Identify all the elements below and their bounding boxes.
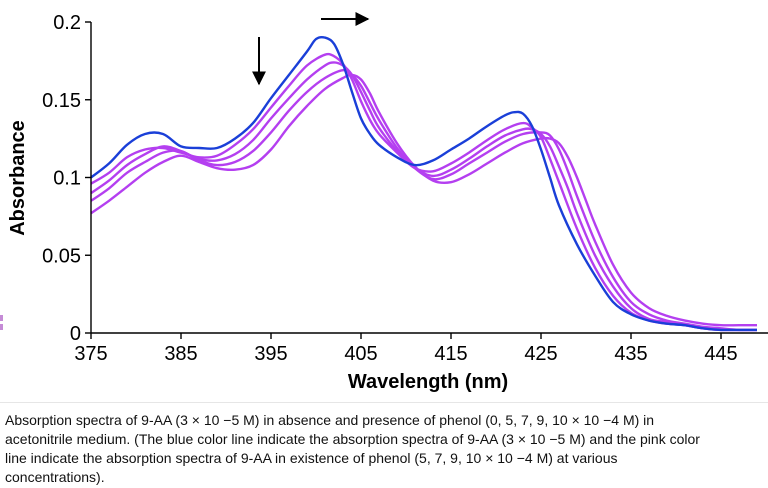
x-axis-title: Wavelength (nm) [348, 371, 508, 393]
x-tick-label: 405 [344, 343, 377, 365]
x-tick-label: 395 [254, 343, 287, 365]
caption-line: concentrations). [5, 469, 105, 485]
y-tick-label: 0.1 [53, 168, 81, 190]
pink-spectrum-line [90, 61, 757, 332]
y-tick-label: 0.2 [53, 12, 81, 34]
x-tick-label: 375 [74, 343, 107, 365]
pink-spectrum-line [90, 68, 758, 332]
y-tick-label: 0.15 [42, 90, 81, 112]
pink-spectrum-line [90, 73, 757, 327]
x-tick-label: 385 [164, 343, 197, 365]
x-tick-label: 425 [524, 343, 557, 365]
edge-mark [0, 324, 3, 330]
y-tick-label: 0 [70, 323, 81, 345]
caption-divider [0, 402, 768, 403]
series-layer [90, 35, 758, 332]
y-axis-title: Absorbance [7, 120, 29, 236]
x-tick-label: 445 [704, 343, 737, 365]
absorption-spectra-chart: 375 385 395 405 415 425 435 44500.050.10.150.2 … [7, 12, 768, 393]
y-tick-label: 0.05 [42, 245, 81, 267]
caption-line: line indicate the absorption spectra of … [5, 450, 618, 466]
caption-line: Absorption spectra of 9-AA (3 × 10 −5 M)… [5, 412, 655, 428]
blue-spectrum-line [90, 35, 757, 332]
x-tick-label: 435 [614, 343, 647, 365]
edge-mark [0, 315, 3, 321]
x-tick-label: 415 [434, 343, 467, 365]
figure-caption: Absorption spectra of 9-AA (3 × 10 −5 M)… [5, 411, 765, 487]
caption-line: acetonitrile medium. (The blue color lin… [5, 431, 700, 447]
ticks: 375 385 395 405 415 425 435 445 0 0.05 0.1 0.15 0.2 [42, 12, 738, 365]
pink-spectrum-line [90, 52, 757, 332]
